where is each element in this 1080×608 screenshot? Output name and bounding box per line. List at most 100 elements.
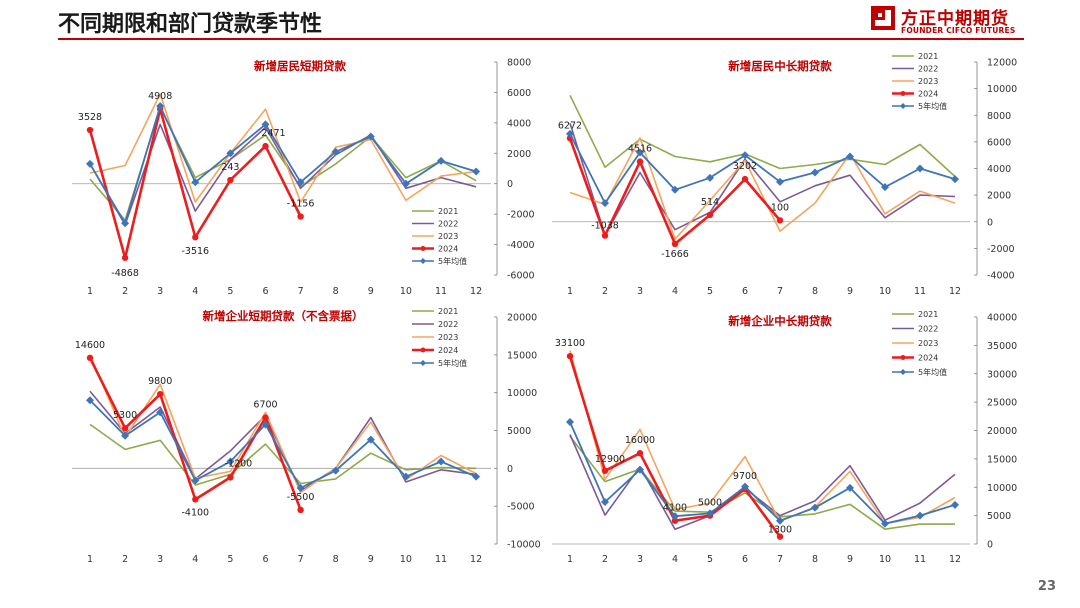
point-avg (951, 175, 959, 184)
point-2024 (157, 390, 164, 398)
legend-entry: 2022 (892, 65, 938, 74)
x-tick-label: 10 (400, 554, 412, 565)
y-tick-label: 0 (507, 464, 513, 475)
point-2024 (776, 217, 784, 224)
point-avg (811, 503, 819, 512)
y-tick-label: 8000 (507, 58, 531, 69)
y-tick-label: 4000 (507, 118, 531, 129)
x-tick-label: 4 (192, 286, 198, 297)
y-tick-label: 6000 (507, 88, 531, 99)
y-tick-label: 0 (987, 217, 993, 228)
point-avg (296, 178, 305, 187)
legend-entry: 5年均值 (892, 367, 947, 377)
legend-label: 2022 (918, 325, 938, 334)
legend-entry: 5年均值 (892, 101, 947, 111)
point-avg (846, 152, 854, 161)
x-tick-label: 6 (742, 286, 748, 297)
point-avg (741, 151, 749, 160)
point-avg (776, 516, 784, 525)
point-avg (156, 102, 165, 111)
x-tick-label: 8 (812, 286, 818, 297)
data-label-2024: 243 (221, 162, 239, 173)
y-tick-label: -4000 (507, 240, 535, 251)
point-avg (741, 482, 749, 491)
point-2024 (121, 254, 129, 261)
x-tick-label: 6 (262, 286, 268, 297)
series-line-2022 (89, 123, 477, 226)
x-tick-label: 5 (227, 286, 233, 297)
x-tick-label: 7 (777, 286, 783, 297)
x-tick-label: 7 (777, 554, 783, 565)
data-label-2024: 14600 (75, 340, 105, 351)
point-avg (881, 183, 889, 192)
point-avg (86, 396, 94, 405)
data-label-2024: -4100 (181, 507, 209, 518)
data-label-2024: 3202 (733, 161, 757, 172)
legend-label: 5年均值 (438, 358, 467, 368)
data-label-2024: 4100 (663, 503, 687, 514)
x-tick-label: 1 (567, 554, 573, 565)
x-tick-label: 5 (707, 286, 713, 297)
x-tick-label: 10 (400, 286, 412, 297)
x-tick-label: 12 (470, 286, 482, 297)
x-tick-label: 7 (298, 286, 304, 297)
logo-chinese-name: 方正中期期货 (901, 9, 1009, 29)
point-avg (881, 519, 889, 528)
legend-entry: 2024 (412, 346, 458, 355)
point-2024 (262, 142, 269, 150)
legend-marker (420, 347, 426, 353)
y-tick-label: -5000 (507, 502, 535, 513)
point-2024 (671, 240, 679, 248)
legend-label: 2022 (918, 65, 938, 74)
series-line-avg (89, 399, 477, 489)
legend-label: 2024 (438, 346, 458, 355)
point-avg (226, 149, 235, 158)
y-tick-label: 0 (987, 540, 993, 551)
point-2024 (741, 175, 749, 183)
x-tick-label: 11 (435, 286, 447, 297)
point-avg (601, 199, 609, 208)
series-line-2024 (88, 357, 302, 511)
x-tick-label: 11 (914, 286, 926, 297)
point-avg (706, 509, 714, 518)
data-label-2024: 16000 (625, 435, 655, 446)
legend-label: 2022 (438, 220, 458, 229)
point-avg (437, 156, 445, 165)
data-label-2024: -1038 (591, 221, 619, 232)
series-line-2022 (569, 122, 956, 236)
legend-entry: 2023 (892, 339, 938, 348)
legend-label: 2023 (438, 232, 458, 241)
point-2024 (192, 234, 199, 241)
company-logo: 方正中期期货 FOUNDER CIFCO FUTURES (870, 4, 1030, 36)
point-2024 (227, 176, 234, 184)
legend-label: 2021 (438, 207, 458, 216)
x-tick-label: 9 (368, 286, 374, 297)
legend-label: 2024 (918, 354, 938, 363)
legend-entry: 2023 (412, 333, 458, 342)
data-label-2024: 3528 (78, 112, 102, 123)
y-tick-label: -6000 (507, 271, 535, 282)
y-tick-label: 2000 (987, 191, 1011, 202)
legend-entry: 2024 (892, 90, 938, 99)
y-tick-label: 20000 (987, 426, 1017, 437)
series-line-2023 (89, 354, 477, 494)
y-tick-label: 0 (507, 179, 513, 190)
y-tick-label: 35000 (987, 341, 1017, 352)
chart-panel-3: 新增企业短期贷款（不含票据） 20000 15000 10000 5000 0 -5000 -… (72, 307, 541, 565)
point-avg (811, 168, 819, 177)
point-avg (401, 472, 410, 481)
x-tick-label: 10 (879, 554, 891, 565)
data-label-2024: -5500 (287, 492, 315, 503)
y-tick-label: 40000 (987, 313, 1017, 324)
x-tick-label: 4 (192, 554, 198, 565)
y-tick-label: 2000 (507, 149, 531, 160)
legend-label: 2023 (918, 339, 938, 348)
point-avg (846, 483, 854, 492)
legend-marker (420, 360, 426, 366)
series-line-2023 (569, 137, 956, 240)
legend-label: 5年均值 (438, 256, 467, 266)
point-2024 (636, 450, 644, 457)
data-label-2024: 9800 (148, 376, 172, 387)
point-avg (191, 178, 200, 187)
